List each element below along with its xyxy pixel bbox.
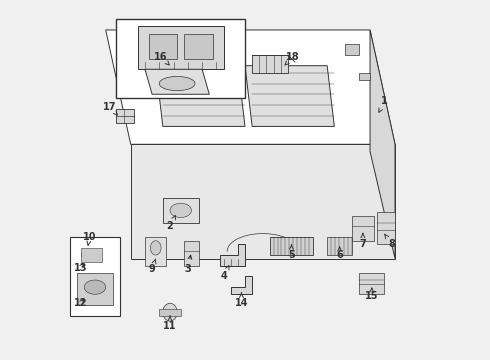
FancyBboxPatch shape [359,73,370,80]
FancyBboxPatch shape [81,248,102,262]
FancyBboxPatch shape [352,216,373,241]
Circle shape [81,252,87,258]
Ellipse shape [159,76,195,91]
Ellipse shape [84,280,106,294]
FancyBboxPatch shape [345,44,359,55]
FancyBboxPatch shape [327,237,352,255]
Text: 4: 4 [220,266,229,282]
Text: 11: 11 [163,316,177,332]
FancyBboxPatch shape [270,237,313,255]
Text: 16: 16 [154,52,169,65]
FancyBboxPatch shape [252,55,288,73]
Text: 7: 7 [360,234,366,249]
FancyBboxPatch shape [145,237,167,266]
FancyBboxPatch shape [117,19,245,98]
Text: 10: 10 [83,232,97,245]
FancyBboxPatch shape [377,212,395,244]
Ellipse shape [150,241,161,255]
Text: 12: 12 [74,298,87,308]
Text: 8: 8 [385,234,395,249]
Text: 3: 3 [184,255,192,274]
FancyBboxPatch shape [117,109,134,123]
FancyBboxPatch shape [148,33,177,59]
Polygon shape [231,276,252,294]
Circle shape [89,252,94,258]
Text: 2: 2 [167,216,175,231]
Polygon shape [138,26,223,69]
Text: 18: 18 [285,52,300,65]
Polygon shape [156,66,245,126]
FancyBboxPatch shape [184,33,213,59]
Polygon shape [370,30,395,258]
Polygon shape [131,144,395,258]
Ellipse shape [170,203,192,217]
Text: 14: 14 [235,293,248,308]
Text: 5: 5 [288,244,295,260]
FancyBboxPatch shape [184,241,198,266]
Text: 13: 13 [74,262,87,273]
Ellipse shape [163,303,177,321]
FancyBboxPatch shape [145,44,159,55]
Polygon shape [245,66,334,126]
FancyBboxPatch shape [359,273,384,294]
Polygon shape [106,30,395,144]
Polygon shape [145,69,209,94]
Text: 9: 9 [149,259,156,274]
Text: 6: 6 [336,247,343,260]
Polygon shape [220,244,245,266]
Text: 1: 1 [379,96,388,112]
FancyBboxPatch shape [77,273,113,305]
Text: 17: 17 [102,102,118,115]
FancyBboxPatch shape [159,309,181,316]
FancyBboxPatch shape [145,80,159,91]
FancyBboxPatch shape [163,198,198,223]
Text: 15: 15 [365,288,379,301]
FancyBboxPatch shape [70,237,120,316]
